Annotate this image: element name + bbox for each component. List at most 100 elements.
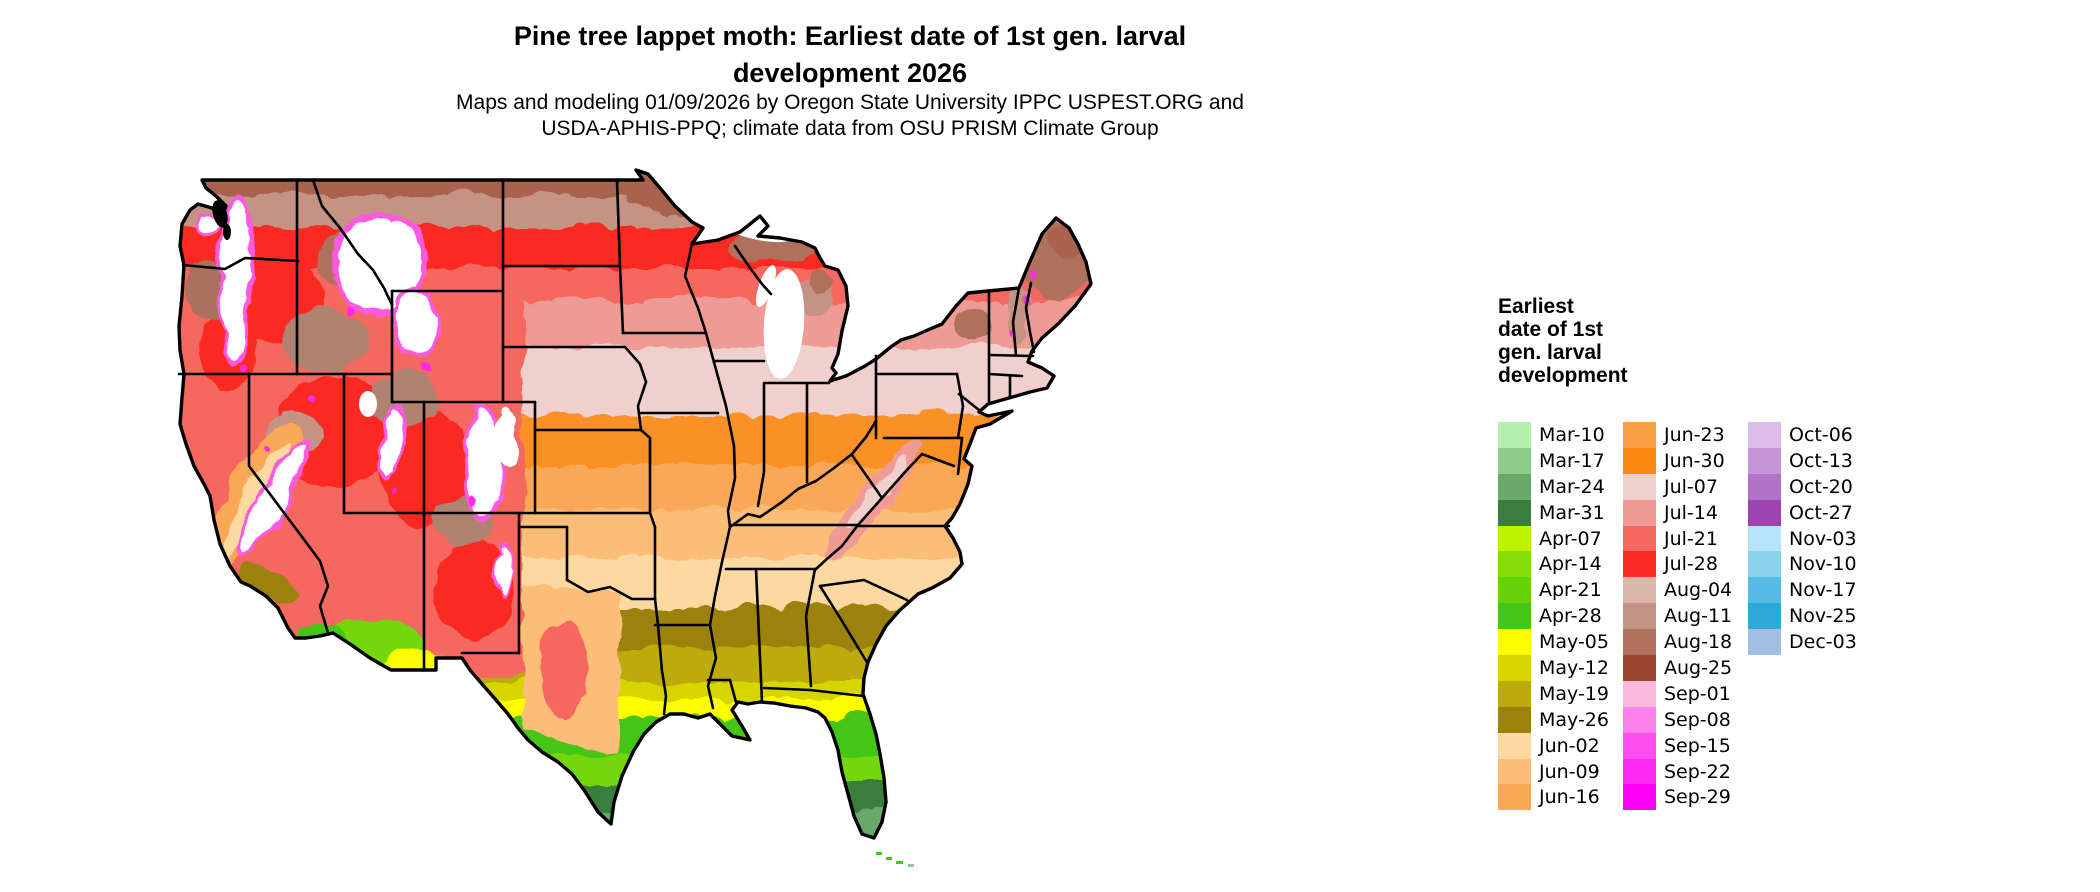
- legend-entry: Oct-20: [1748, 473, 1857, 500]
- legend-label: Nov-17: [1789, 579, 1857, 602]
- legend-label: Jun-09: [1539, 760, 1600, 783]
- legend-swatch: [1623, 732, 1656, 759]
- legend-swatch: [1623, 577, 1656, 604]
- legend-entry: Jun-16: [1498, 784, 1609, 811]
- legend-label: Aug-25: [1664, 656, 1733, 679]
- legend-swatch: [1623, 551, 1656, 578]
- us-map: [170, 166, 1095, 880]
- legend-label: Nov-25: [1789, 605, 1857, 628]
- legend-label: May-12: [1539, 656, 1609, 679]
- legend-label: Mar-24: [1539, 475, 1605, 498]
- legend-swatch: [1498, 525, 1531, 552]
- date-band-Mar-17: [179, 834, 1091, 838]
- legend-entry: Mar-10: [1498, 422, 1609, 448]
- legend-entry: Jul-07: [1623, 473, 1732, 500]
- lake-michigan: [763, 269, 805, 379]
- legend-label: Oct-27: [1789, 501, 1853, 524]
- legend-swatch: [1623, 603, 1656, 630]
- legend-entry: Mar-24: [1498, 473, 1609, 500]
- legend-label: Aug-04: [1664, 579, 1733, 602]
- legend-swatch: [1498, 473, 1531, 500]
- legend-entry: Jul-21: [1623, 525, 1732, 552]
- legend-entry: Aug-04: [1623, 577, 1733, 604]
- legend-entry: Sep-29: [1623, 784, 1732, 811]
- legend-label: May-19: [1539, 682, 1609, 705]
- legend-label: Apr-28: [1539, 605, 1602, 628]
- date-band-May-19: [179, 646, 1091, 682]
- legend-swatch: [1498, 629, 1531, 656]
- legend-label: Oct-13: [1789, 449, 1853, 472]
- legend-entry: Jul-28: [1623, 551, 1732, 578]
- legend-entry: Dec-03: [1748, 629, 1857, 656]
- legend-swatch: [1748, 473, 1781, 500]
- page-subtitle: Maps and modeling 01/09/2026 by Oregon S…: [200, 90, 1500, 141]
- legend-entry: Apr-14: [1498, 551, 1609, 578]
- legend-label: Sep-08: [1664, 708, 1731, 731]
- legend-swatch: [1498, 499, 1531, 526]
- legend-label: Jul-14: [1664, 501, 1718, 524]
- legend-swatch: [1498, 655, 1531, 681]
- legend-entry: Nov-25: [1748, 603, 1857, 630]
- legend-label: Jun-23: [1664, 423, 1725, 446]
- legend-entry: Mar-17: [1498, 447, 1609, 474]
- legend-entry: May-19: [1498, 680, 1609, 707]
- legend-label: Jul-21: [1664, 527, 1718, 550]
- legend-entry: Sep-15: [1623, 732, 1732, 759]
- date-band-May-12: [179, 680, 1091, 699]
- legend-entry: Aug-11: [1623, 603, 1733, 630]
- legend-entry: Mar-31: [1498, 499, 1609, 526]
- us-coastline: [177, 168, 1093, 840]
- legend-label: Nov-10: [1789, 553, 1857, 576]
- legend-swatch: [1748, 629, 1781, 656]
- west-terrain-patches: [179, 190, 615, 751]
- legend-label: Jul-28: [1664, 553, 1718, 576]
- legend-entry: Sep-01: [1623, 680, 1732, 707]
- legend-swatch: [1623, 499, 1656, 526]
- legend-label: Sep-15: [1664, 734, 1731, 757]
- legend-entry: May-26: [1498, 706, 1609, 733]
- legend-label: Nov-03: [1789, 527, 1857, 550]
- legend-entry: Apr-21: [1498, 577, 1609, 604]
- legend-entry: Oct-27: [1748, 499, 1857, 526]
- legend-entry: Aug-18: [1623, 629, 1733, 656]
- legend-swatch: [1498, 732, 1531, 759]
- legend-swatch: [1748, 422, 1781, 448]
- legend-entry: Sep-08: [1623, 706, 1732, 733]
- legend-swatch: [1498, 447, 1531, 474]
- legend-label: Apr-07: [1539, 527, 1602, 550]
- legend-label: Jun-30: [1664, 449, 1725, 472]
- legend-label: Sep-22: [1664, 760, 1731, 783]
- legend-column-2: Jun-23 Jun-30 Jul-07 Jul-14 Jul-21 Jul-28 Aug-…: [1623, 422, 1733, 811]
- legend-swatch: [1498, 680, 1531, 707]
- legend-label: Mar-10: [1539, 423, 1605, 446]
- legend-swatch: [1748, 499, 1781, 526]
- legend-label: Dec-03: [1789, 631, 1857, 654]
- great-lakes: [359, 193, 805, 417]
- page-title: Pine tree lappet moth: Earliest date of …: [200, 18, 1500, 93]
- legend-label: May-05: [1539, 631, 1609, 654]
- legend-label: Mar-17: [1539, 449, 1605, 472]
- legend-entry: Sep-22: [1623, 758, 1732, 785]
- legend-swatch: [1748, 447, 1781, 474]
- legend-column-3: Oct-06 Oct-13 Oct-20 Oct-27 Nov-03 Nov-10 Nov-…: [1748, 422, 1857, 656]
- legend-entry: Nov-03: [1748, 525, 1857, 552]
- state-borders: [177, 178, 1036, 716]
- legend-label: Aug-11: [1664, 605, 1733, 628]
- legend-label: Mar-31: [1539, 501, 1605, 524]
- subtitle-line-2: USDA-APHIS-PPQ; climate data from OSU PR…: [541, 116, 1159, 140]
- legend-swatch: [1623, 422, 1656, 448]
- legend-swatch: [1623, 784, 1656, 811]
- legend-label: Aug-18: [1664, 631, 1733, 654]
- legend-label: Oct-20: [1789, 475, 1853, 498]
- us-map-svg: [177, 168, 1093, 867]
- legend-entry: May-12: [1498, 655, 1609, 681]
- legend-entry: Nov-10: [1748, 551, 1857, 578]
- legend-swatch: [1623, 473, 1656, 500]
- legend-label: May-26: [1539, 708, 1609, 731]
- legend-swatch: [1498, 706, 1531, 733]
- legend-entry: Jun-02: [1498, 732, 1609, 759]
- legend-entry: Aug-25: [1623, 655, 1732, 681]
- legend-swatch: [1623, 447, 1656, 474]
- legend-entry: Nov-17: [1748, 577, 1857, 604]
